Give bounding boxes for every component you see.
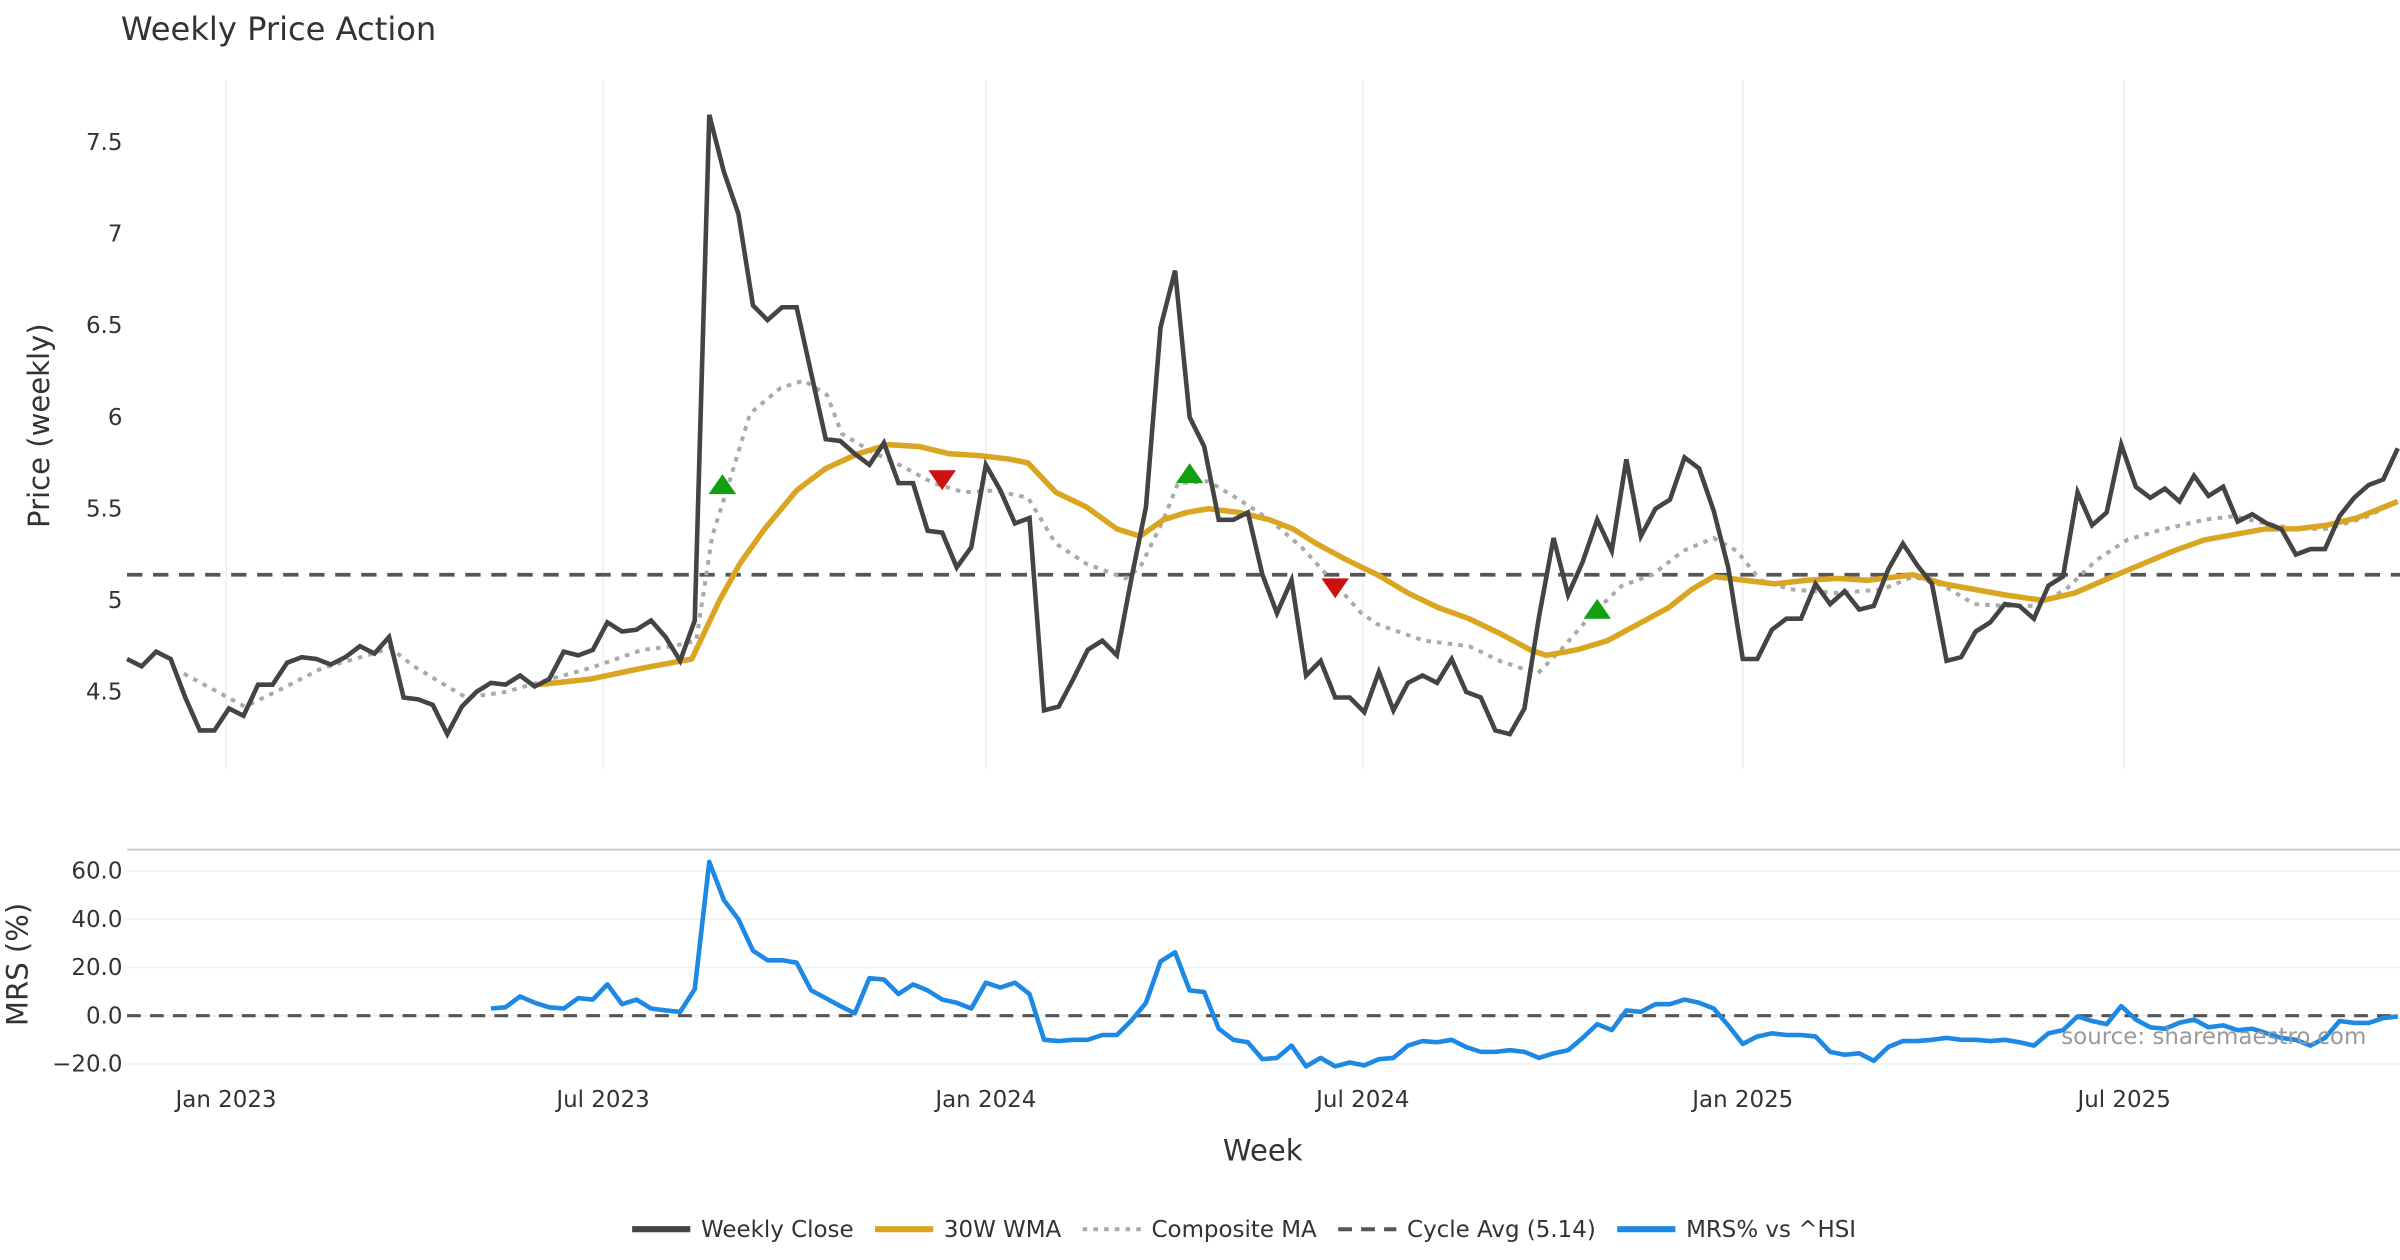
price-y-tick-label: 4.5	[86, 680, 122, 706]
price-y-tick-label: 5	[108, 588, 123, 614]
legend-item: Composite MA	[1082, 1217, 1317, 1243]
legend-item: Weekly Close	[632, 1217, 854, 1243]
sell-signal-marker	[928, 470, 956, 491]
legend-item: 30W WMA	[875, 1217, 1062, 1243]
mrs-y-axis-label: MRS (%)	[1, 903, 35, 1026]
wma-30w-line	[538, 441, 2399, 688]
composite-ma-line	[182, 378, 2399, 709]
legend-label: 30W WMA	[944, 1217, 1062, 1243]
x-tick-label: Jan 2024	[933, 1087, 1036, 1113]
price-y-tick-label: 6	[108, 405, 123, 431]
legend-item: MRS% vs ^HSI	[1617, 1217, 1856, 1243]
sell-signal-marker	[1321, 578, 1349, 599]
price-y-tick-label: 7	[108, 222, 123, 248]
legend: Weekly Close 30W WMA Composite MA Cycle Avg…	[632, 1217, 1856, 1243]
mrs-y-tick-label: 0.0	[86, 1003, 122, 1029]
buy-signal-marker	[1175, 463, 1204, 484]
price-y-tick-label: 7.5	[86, 130, 122, 156]
mrs-y-tick-label: 20.0	[71, 955, 122, 981]
source-annotation: source: sharemaestro.com	[2061, 1024, 2366, 1050]
x-tick-label: Jul 2023	[554, 1087, 649, 1113]
mrs-y-tick-label: 60.0	[71, 859, 122, 885]
price-y-tick-label: 6.5	[86, 313, 122, 339]
legend-label: Composite MA	[1152, 1217, 1317, 1243]
mrs-line	[490, 859, 2399, 1069]
x-tick-label: Jan 2025	[1690, 1087, 1793, 1113]
chart-title: Weekly Price Action	[121, 10, 436, 48]
legend-label: MRS% vs ^HSI	[1686, 1217, 1856, 1243]
price-y-tick-label: 5.5	[86, 496, 122, 522]
x-tick-label: Jul 2024	[1314, 1087, 1409, 1113]
x-axis-label: Week	[1223, 1133, 1303, 1167]
buy-signal-marker	[708, 474, 737, 495]
weekly-close-line	[126, 114, 2400, 740]
legend-label: Cycle Avg (5.14)	[1407, 1217, 1596, 1243]
legend-item: Cycle Avg (5.14)	[1338, 1217, 1596, 1243]
buy-signal-marker	[1583, 598, 1611, 619]
mrs-y-tick-label: −20.0	[52, 1052, 122, 1078]
x-tick-label: Jan 2023	[174, 1087, 277, 1113]
x-tick-label: Jul 2025	[2075, 1087, 2170, 1113]
legend-label: Weekly Close	[701, 1217, 854, 1243]
price-y-axis-label: Price (weekly)	[22, 323, 56, 528]
mrs-y-tick-label: 40.0	[71, 907, 122, 933]
